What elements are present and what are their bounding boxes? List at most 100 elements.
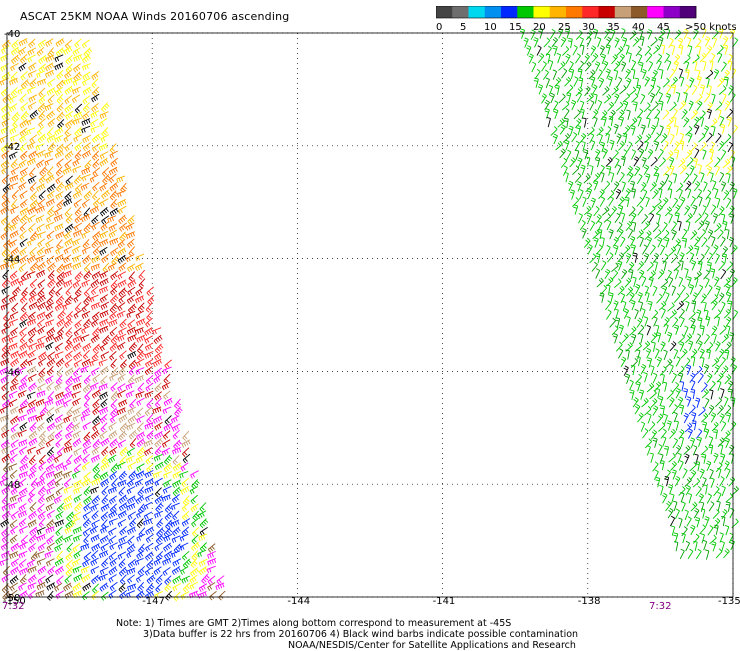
wind-barb [673,532,679,543]
wind-barb [647,84,655,95]
wind-barb [603,213,612,223]
wind-barb [662,166,670,176]
wind-barb [1,165,10,175]
wind-barb [126,447,136,457]
wind-barb [662,253,669,264]
wind-barb [37,335,46,344]
wind-barb [670,515,676,527]
wind-barb [712,213,719,224]
wind-barb [711,325,718,336]
wind-barb [11,39,19,50]
wind-barb [108,454,117,464]
wind-barb [206,565,216,574]
wind-barb [609,317,616,328]
wind-barb [174,406,183,417]
wind-barb [55,566,64,576]
wind-barb [707,229,714,240]
wind-barb [74,319,82,329]
wind-barb [712,333,717,344]
wind-barb [628,86,637,97]
wind-barb [541,93,547,104]
wind-barb [118,327,127,336]
wind-barb [127,574,135,584]
wind-barb [135,470,145,480]
wind-barb [172,455,180,466]
wind-barb [701,388,709,399]
wind-barb [699,524,706,535]
wind-barb [55,374,63,386]
wind-barb [73,198,82,208]
wind-barb [9,230,19,239]
wind-barb [702,181,708,192]
wind-barb [172,510,180,521]
wind-barb [641,213,648,224]
wind-barb [29,199,39,209]
wind-barb [552,100,559,111]
wind-barb [9,270,18,281]
wind-barb [98,359,108,367]
wind-barb [82,342,92,352]
wind-barb [110,285,118,296]
wind-barb [715,341,721,352]
wind-barb [181,575,191,584]
wind-barb [0,422,9,433]
wind-barb [656,332,662,343]
wind-barb [56,143,65,154]
wind-barb [62,302,72,311]
wind-barb [716,44,724,55]
wind-barb [731,67,737,79]
wind-barb [609,109,616,120]
wind-barb [668,246,677,256]
wind-barb [618,348,624,359]
wind-barb [704,36,711,47]
wind-barb [110,334,120,345]
wind-barb [191,550,199,561]
wind-barb [690,348,698,359]
legend-label: 0 [436,22,442,32]
wind-barb [592,84,598,95]
wind-barb [667,180,673,191]
wind-barb [598,77,605,89]
wind-barb [45,375,54,385]
wind-barb [616,46,624,56]
wind-barb [685,125,693,136]
wind-barb [667,188,673,199]
wind-barb [17,414,27,422]
wind-barb [677,396,684,408]
wind-barb [614,212,621,224]
wind-barb [632,276,637,288]
wind-barb [696,75,702,87]
wind-barb [28,430,38,440]
wind-barb [702,539,708,551]
wind-barb [91,477,101,486]
wind-barb [29,287,37,298]
wind-barb [705,189,712,200]
wind-barb [629,117,638,127]
wind-barb [44,398,54,407]
wind-barb [9,447,19,456]
wind-barb [681,501,686,512]
wind-barb [583,149,589,160]
wind-barb [173,591,181,602]
wind-barb [117,271,127,280]
wind-barb [652,222,660,233]
wind-barb [179,542,189,551]
wind-barb [135,262,144,272]
wind-barb [37,301,47,311]
wind-barb [45,221,55,230]
wind-barb [64,438,72,448]
wind-barb [82,77,91,87]
wind-barb [665,28,671,39]
wind-barb [81,478,91,488]
wind-barb [65,430,74,440]
wind-barb [646,324,652,336]
wind-barb [209,591,217,601]
wind-barb [100,542,109,552]
wind-barb [715,316,720,327]
wind-barb [92,583,100,594]
wind-barb [38,351,48,361]
wind-barb [659,157,666,168]
wind-barb [620,61,627,72]
wind-barb [80,566,90,574]
wind-barb [19,247,28,257]
